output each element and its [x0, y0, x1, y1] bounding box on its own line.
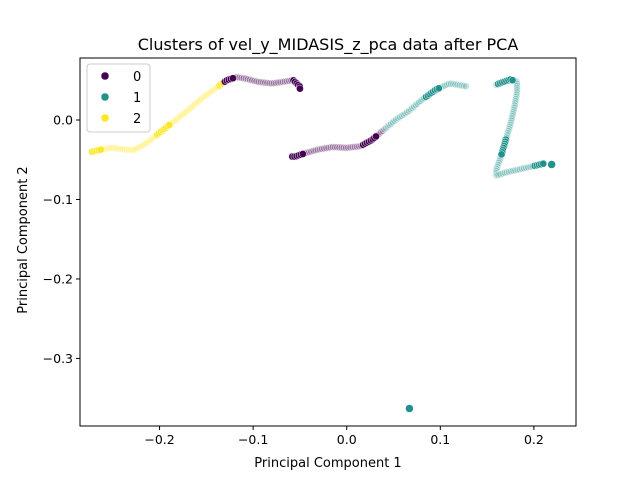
y-tick-label: 0.0: [53, 112, 73, 127]
data-point-cluster-2: [118, 145, 127, 154]
data-point-cluster-0: [272, 78, 280, 87]
data-point-cluster-0: [344, 143, 353, 152]
data-point-cluster-0: [335, 143, 344, 152]
legend-label: 0: [133, 70, 141, 85]
x-tick-label: −0.2: [144, 432, 174, 447]
data-point-cluster-0: [342, 143, 350, 152]
data-point-cluster-0: [254, 78, 263, 86]
legend: 0 1 2: [86, 63, 151, 133]
data-point-cluster-0: [372, 132, 380, 141]
data-point-cluster-0: [339, 143, 348, 152]
data-point-cluster-0: [274, 78, 283, 87]
x-axis-label: Principal Component 1: [254, 456, 401, 471]
data-point-cluster-2: [120, 145, 129, 154]
data-point-cluster-0: [337, 143, 346, 152]
outlier-point-cluster-1: [405, 404, 414, 413]
plot-frame: [79, 57, 577, 427]
outlier-point-cluster-1: [547, 160, 556, 169]
data-point-cluster-0: [328, 143, 337, 151]
y-axis-label: Principal Component 2: [16, 166, 31, 313]
data-point-cluster-1: [462, 82, 470, 91]
x-tick-label: 0.1: [430, 432, 450, 447]
data-point-cluster-1: [508, 76, 517, 85]
data-point-cluster-1: [539, 159, 548, 168]
data-point-cluster-0: [326, 143, 335, 152]
data-point-cluster-1: [434, 84, 443, 93]
legend-marker: [100, 113, 110, 123]
data-point-cluster-2: [116, 145, 125, 153]
data-point-cluster-2: [123, 145, 131, 154]
x-tick-label: 0.2: [524, 432, 544, 447]
legend-marker: [100, 71, 110, 81]
chart-title: Clusters of vel_y_MIDASIS_z_pca data aft…: [138, 35, 519, 55]
legend-label: 1: [133, 91, 141, 106]
data-point-cluster-0: [276, 78, 285, 87]
data-point-cluster-0: [350, 143, 359, 151]
data-points: [88, 73, 556, 413]
data-point-cluster-0: [348, 143, 357, 151]
data-point-cluster-0: [265, 79, 274, 88]
data-point-cluster-0: [259, 78, 267, 87]
data-point-cluster-2: [165, 121, 174, 129]
data-point-cluster-2: [114, 144, 122, 153]
y-tick-label: −0.2: [43, 271, 73, 286]
data-point-cluster-0: [261, 78, 270, 87]
data-point-cluster-0: [296, 84, 304, 93]
data-point-cluster-0: [346, 143, 355, 152]
data-point-cluster-2: [105, 144, 114, 153]
data-point-cluster-0: [229, 74, 237, 83]
data-point-cluster-0: [267, 79, 276, 88]
data-point-cluster-0: [333, 143, 342, 152]
axis-ticks: −0.2 −0.1 0.0 0.1 0.2 0.0 −0.1 −0.2 −0.3: [43, 112, 544, 447]
data-point-cluster-1: [460, 82, 468, 90]
x-tick-label: 0.0: [337, 432, 357, 447]
data-point-cluster-1: [513, 84, 521, 92]
data-point-cluster-1: [492, 165, 501, 173]
legend-marker: [100, 92, 110, 102]
x-tick-label: −0.1: [238, 432, 268, 447]
data-point-cluster-2: [125, 145, 133, 154]
data-point-cluster-1: [492, 167, 501, 175]
legend-label: 2: [133, 112, 141, 127]
y-tick-label: −0.1: [43, 192, 73, 207]
y-tick-label: −0.3: [43, 351, 73, 366]
data-point-cluster-0: [263, 79, 272, 87]
data-point-cluster-2: [107, 144, 116, 152]
data-point-cluster-1: [497, 150, 506, 159]
data-point-cluster-0: [256, 78, 265, 87]
data-point-cluster-2: [112, 144, 120, 153]
data-point-cluster-0: [299, 150, 307, 158]
data-point-cluster-1: [513, 86, 521, 95]
data-point-cluster-2: [109, 144, 118, 152]
data-point-cluster-1: [444, 79, 453, 88]
data-point-cluster-0: [278, 78, 287, 86]
data-point-cluster-1: [513, 82, 521, 90]
data-point-cluster-2: [96, 145, 105, 154]
data-point-cluster-0: [331, 143, 339, 152]
data-point-cluster-0: [270, 79, 278, 87]
